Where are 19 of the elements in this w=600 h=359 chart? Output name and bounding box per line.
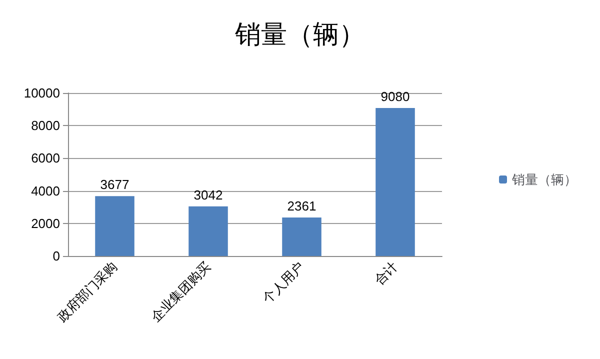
chart-title: 销量（辆） [234,19,365,49]
x-tick-label: 企业集团购买 [148,258,214,324]
bar [95,196,134,256]
y-tick-label: 6000 [31,150,60,166]
legend-label: 销量（辆） [511,172,577,187]
y-tick-label: 0 [52,248,60,264]
data-label: 2361 [287,198,316,214]
y-tick-label: 8000 [31,118,60,134]
bar [376,108,415,256]
bar [188,206,228,256]
data-label: 3042 [194,187,223,202]
bar [282,218,322,256]
data-label: 9080 [380,88,410,104]
y-tick-label: 4000 [31,183,60,198]
y-tick-label: 10000 [24,86,60,100]
x-tick-label: 合计 [372,258,401,288]
x-tick-label: 个人用户 [260,258,308,306]
data-label: 3677 [100,177,130,192]
y-tick-label: 2000 [31,216,60,231]
